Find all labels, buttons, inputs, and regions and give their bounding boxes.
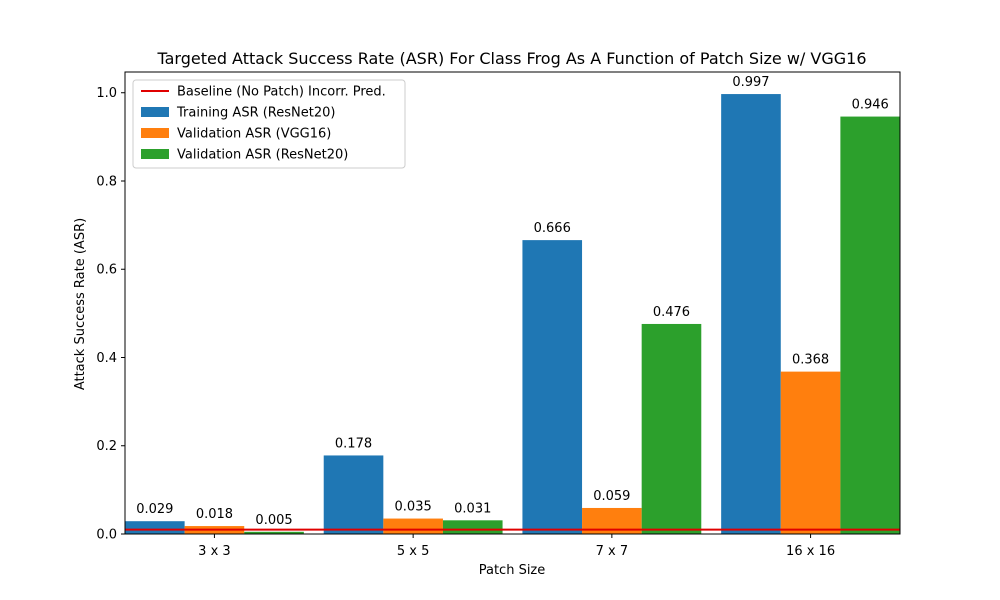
legend: Baseline (No Patch) Incorr. Pred. Trainin… (132, 79, 406, 169)
bar (641, 323, 702, 534)
y-tick-label: 0.8 (96, 174, 117, 189)
legend-swatch (141, 149, 169, 159)
legend-swatch (141, 128, 169, 138)
bar (840, 116, 900, 535)
data-label: 0.059 (593, 489, 630, 504)
legend-label: Validation ASR (ResNet20) (177, 148, 348, 163)
bar (522, 240, 583, 534)
data-label: 0.666 (534, 221, 571, 236)
legend-label: Validation ASR (VGG16) (177, 127, 331, 142)
y-axis-title: Attack Success Rate (ASR) (73, 218, 88, 390)
data-label: 0.035 (395, 500, 432, 515)
legend-label: Training ASR (ResNet20) (176, 106, 335, 121)
bar (780, 371, 841, 534)
chart-title: Targeted Attack Success Rate (ASR) For C… (156, 49, 866, 68)
y-axis: 0.0 0.2 0.4 0.6 0.8 1.0 (96, 86, 125, 543)
data-label: 0.368 (792, 353, 829, 368)
data-label: 0.997 (732, 75, 769, 90)
x-tick-label: 7 x 7 (596, 544, 629, 559)
y-tick-label: 0.2 (96, 439, 117, 454)
data-label: 0.018 (196, 507, 233, 522)
x-tick-label: 5 x 5 (397, 544, 430, 559)
y-tick-label: 0.4 (96, 351, 117, 366)
data-label: 0.005 (255, 513, 292, 528)
data-label: 0.031 (454, 501, 491, 516)
bar (323, 455, 384, 534)
legend-swatch (141, 107, 169, 117)
y-tick-label: 1.0 (96, 86, 117, 101)
bar (125, 521, 185, 534)
y-tick-label: 0.0 (96, 528, 117, 543)
x-axis: 3 x 3 5 x 5 7 x 7 16 x 16 (198, 534, 835, 559)
data-label: 0.178 (335, 436, 372, 451)
data-labels-group: 0.029 0.178 0.666 0.997 0.018 0.035 0.059 0.368… (136, 75, 889, 528)
bar (244, 531, 304, 534)
bar (383, 518, 443, 534)
x-axis-title: Patch Size (479, 563, 546, 578)
y-tick-label: 0.6 (96, 263, 117, 278)
data-label: 0.946 (852, 98, 889, 113)
x-tick-label: 16 x 16 (786, 544, 835, 559)
legend-label: Baseline (No Patch) Incorr. Pred. (177, 85, 386, 100)
legend-box (132, 79, 406, 169)
data-label: 0.029 (136, 502, 173, 517)
x-tick-label: 3 x 3 (198, 544, 231, 559)
bar (721, 94, 781, 534)
data-label: 0.476 (653, 305, 690, 320)
bar (442, 520, 503, 534)
plot-frame (124, 71, 901, 535)
